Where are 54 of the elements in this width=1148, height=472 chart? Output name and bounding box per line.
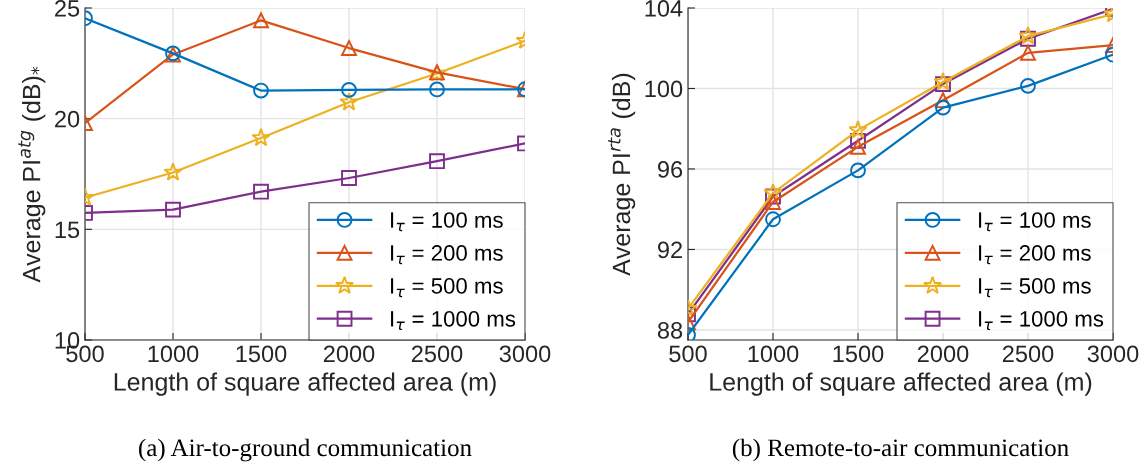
x-tick-label: 3000: [1087, 345, 1139, 363]
x-tick-label: 3000: [499, 345, 551, 363]
y-tick-label: 100: [645, 80, 683, 98]
y-tick-label: 20: [55, 110, 80, 128]
x-tick-label: 500: [669, 345, 707, 363]
point: [1020, 30, 1036, 47]
x-tick-label: 2000: [917, 345, 969, 363]
legend-label: I$_{τ}$ = 1000 ms: [979, 310, 1104, 331]
x-tick-label: 1500: [236, 345, 287, 363]
legend-label: I$_{τ}$ = 200 ms: [979, 245, 1091, 265]
point: [1020, 44, 1036, 61]
x-tick-label: 1500: [833, 345, 884, 363]
y-tick-label: 15: [55, 221, 80, 239]
x-tick-label: 1000: [148, 345, 199, 363]
x-tick-label: 2000: [323, 345, 375, 363]
x-axis-title: Length of square affected area (m): [710, 372, 1092, 396]
y-tick-label: 96: [657, 161, 683, 178]
point: [1018, 26, 1038, 45]
point: [341, 40, 357, 56]
point: [850, 138, 866, 155]
legend-label: I$_{τ}$ = 500 ms: [979, 278, 1091, 298]
legend-label: I$_{τ}$ = 200 ms: [391, 245, 503, 265]
point: [850, 132, 866, 149]
legend-label: I$_{τ}$ = 1000 ms: [391, 310, 516, 331]
point: [253, 12, 269, 29]
text: (a) Air-to-ground communication: [139, 438, 472, 462]
point: [848, 120, 868, 139]
legend-label: I$_{τ}$ = 100 ms: [979, 212, 1091, 232]
point: [341, 81, 357, 98]
y-tick-label: 92: [657, 241, 682, 259]
y-tick-label: 25: [55, 0, 80, 17]
point: [251, 127, 271, 147]
x-tick-label: 1000: [748, 345, 799, 363]
point: [933, 72, 953, 91]
legend-label: I$_{τ}$ = 500 ms: [391, 278, 503, 298]
text: (b) Remote-to-air communication: [732, 438, 1069, 462]
point: [1020, 77, 1036, 94]
y-tick-label: 88: [657, 322, 683, 339]
point: [339, 92, 359, 111]
point: [850, 162, 866, 179]
point: [429, 153, 445, 170]
point: [935, 99, 951, 116]
point: [429, 81, 445, 98]
x-axis-title: Length of square affected area (m): [114, 372, 496, 396]
point: [341, 170, 357, 186]
x-tick-label: 2500: [411, 345, 463, 363]
point: [253, 82, 269, 99]
x-tick-label: 2500: [1002, 345, 1054, 363]
y-axis-title: Average PI$^{atg}$ (dB)$_{*}$: [18, 66, 46, 283]
y-tick-label: 104: [645, 0, 683, 17]
legend-label: I$_{τ}$ = 100 ms: [391, 212, 503, 232]
point: [253, 183, 269, 200]
y-axis-title: Average PI$^{rta}$ (dB): [608, 73, 636, 276]
point: [935, 76, 951, 92]
